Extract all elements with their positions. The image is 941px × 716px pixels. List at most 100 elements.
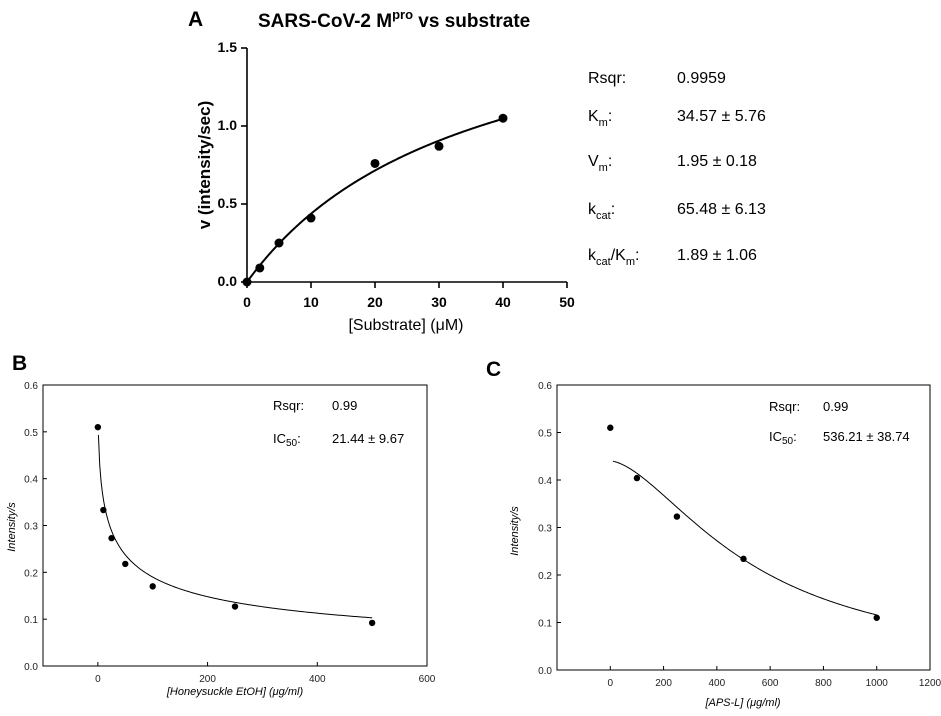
data-point [108, 534, 115, 542]
y-tick-label: 0.4 [538, 476, 552, 487]
panel-a-x-label: [Substrate] (μM) [348, 317, 463, 334]
y-tick-label: 0.3 [24, 522, 38, 533]
y-tick-label: 0.5 [24, 428, 38, 439]
data-point [498, 113, 508, 123]
x-tick-label: 1000 [866, 678, 889, 689]
x-tick-label: 200 [655, 678, 672, 689]
y-tick-label: 0.2 [538, 571, 552, 582]
data-point [434, 141, 444, 151]
panel-a-ticks: 0 10 20 30 40 50 0.0 0.5 1.0 1.5 [218, 39, 575, 310]
y-tick-label: 0.1 [24, 615, 38, 626]
fit-curve [97, 434, 373, 619]
panel-c-points [607, 424, 880, 621]
panel-b-letter: B [12, 352, 27, 375]
panel-c-ic50-value: 536.21 ± 38.74 [823, 429, 910, 444]
data-point [370, 158, 380, 168]
data-point [633, 474, 641, 482]
panel-c-ticks: 0 200 400 600 800 1000 1200 0.0 0.1 0.2 0.3 0.4 0.5 0… [538, 381, 941, 689]
stat-kcat-km-value: 1.89 ± 1.06 [677, 247, 757, 264]
data-point [607, 424, 614, 431]
panel-a-stats: Rsqr: 0.9959 Km: 34.57 ± 5.76 Vm: 1.95 ±… [588, 70, 766, 268]
stat-vm-value: 1.95 ± 0.18 [677, 153, 757, 170]
y-tick-label: 0.3 [538, 524, 552, 535]
panel-a-y-label: v (intensity/sec) [195, 101, 214, 230]
stat-kcat-value: 65.48 ± 6.13 [677, 201, 766, 218]
panel-b: B 0 200 400 600 0.0 0.1 0.2 0.3 0.4 0.5 0.6 [Honey… [6, 352, 436, 698]
panel-a-points [242, 113, 508, 287]
y-tick-label: 1.0 [218, 117, 238, 133]
data-point [149, 583, 156, 590]
panel-c-ic50-label: IC50: [769, 429, 797, 447]
stat-km-value: 34.57 ± 5.76 [677, 108, 766, 125]
stat-rsqr-value: 0.9959 [677, 70, 726, 87]
y-tick-label: 0.2 [24, 568, 38, 579]
x-tick-label: 600 [419, 674, 436, 685]
panel-b-x-label: [Honeysuckle EtOH] (μg/ml) [166, 686, 304, 698]
stat-rsqr-label: Rsqr: [588, 70, 626, 87]
data-point [673, 513, 681, 520]
panel-b-stats: Rsqr: 0.99 IC50: 21.44 ± 9.67 [273, 398, 404, 449]
panel-b-ic50-value: 21.44 ± 9.67 [332, 431, 404, 446]
y-tick-label: 1.5 [218, 39, 238, 55]
panel-c-stats: Rsqr: 0.99 IC50: 536.21 ± 38.74 [769, 399, 910, 447]
data-point [100, 506, 107, 514]
x-tick-label: 10 [303, 294, 319, 310]
y-tick-label: 0.0 [538, 666, 552, 677]
x-tick-label: 30 [431, 294, 447, 310]
x-tick-label: 200 [199, 674, 216, 685]
x-tick-label: 800 [815, 678, 832, 689]
panel-a-fit [246, 117, 504, 283]
panel-a-title: SARS-CoV-2 Mpro vs substrate [258, 7, 530, 32]
x-tick-label: 1200 [919, 678, 941, 689]
data-point [255, 263, 265, 273]
data-point [306, 213, 316, 223]
x-tick-label: 0 [608, 678, 614, 689]
x-tick-label: 0 [243, 294, 251, 310]
x-tick-label: 600 [762, 678, 779, 689]
y-tick-label: 0.6 [538, 381, 552, 392]
stat-kcat-label: kcat: [588, 201, 615, 222]
fit-curve [612, 460, 877, 616]
panel-b-rsqr-label: Rsqr: [273, 398, 304, 413]
panel-a: A SARS-CoV-2 Mpro vs substrate 0 10 20 30 40… [188, 7, 766, 334]
panel-c: C 0 200 400 600 800 1000 1200 0.0 0.1 0.2 0.3 0.4 0.… [486, 358, 941, 709]
panel-c-fit [612, 460, 877, 616]
panel-b-y-label: Intensity/s [6, 502, 18, 552]
data-point [242, 277, 252, 287]
y-tick-label: 0.0 [218, 273, 238, 289]
y-tick-label: 0.5 [218, 195, 238, 211]
data-point [873, 614, 880, 621]
y-tick-label: 0.4 [24, 475, 38, 486]
panel-c-rsqr-value: 0.99 [823, 399, 848, 414]
panel-b-points [94, 423, 376, 627]
x-tick-label: 50 [559, 294, 575, 310]
data-point [122, 560, 129, 568]
y-tick-label: 0.1 [538, 619, 552, 630]
stat-kcat-km-label: kcat/Km: [588, 247, 639, 268]
stat-km-label: Km: [588, 108, 612, 129]
data-point [231, 603, 239, 610]
stat-vm-label: Vm: [588, 153, 612, 174]
panel-b-rsqr-value: 0.99 [332, 398, 357, 413]
y-tick-label: 0.6 [24, 381, 38, 392]
panel-a-letter: A [188, 8, 203, 31]
data-point [740, 555, 747, 563]
x-tick-label: 40 [495, 294, 511, 310]
panel-c-rsqr-label: Rsqr: [769, 399, 800, 414]
x-tick-label: 400 [709, 678, 726, 689]
panel-c-y-label: Intensity/s [509, 506, 521, 556]
x-tick-label: 400 [309, 674, 326, 685]
panel-b-fit [97, 434, 373, 619]
panel-a-axes [246, 48, 567, 283]
panel-c-letter: C [486, 358, 501, 381]
panel-c-x-label: [APS-L] (μg/ml) [704, 697, 780, 709]
x-tick-label: 20 [367, 294, 383, 310]
fit-curve [246, 117, 504, 283]
data-point [368, 619, 376, 627]
x-tick-label: 0 [95, 674, 101, 685]
panel-b-ic50-label: IC50: [273, 431, 301, 449]
data-point [274, 238, 284, 248]
y-tick-label: 0.5 [538, 429, 552, 440]
panel-b-ticks: 0 200 400 600 0.0 0.1 0.2 0.3 0.4 0.5 0.6 [24, 381, 436, 685]
